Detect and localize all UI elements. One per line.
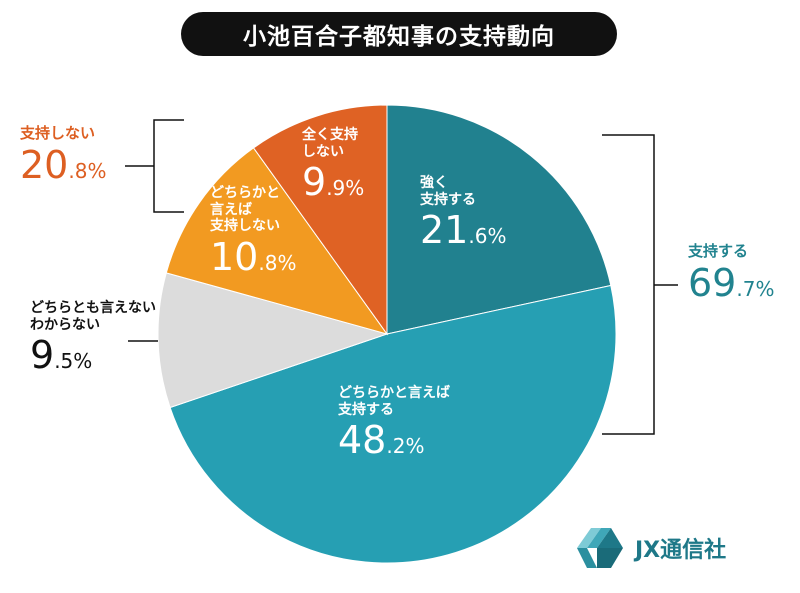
brand-name: JX通信社 [635,538,727,563]
not-support-group-bracket [153,119,184,213]
pie-slice-3 [165,147,389,335]
label-somewhat-not-support: どちらかと 言えば 支持しない 10.8% [210,185,297,279]
pie-slice-2 [157,272,389,409]
label-group-not-support: 支持しない 20.8% [20,124,107,187]
brand-logo: JX通信社 [577,528,726,568]
pie-slice-1 [169,284,617,564]
label-neutral: どちらとも言えない わからない 9.5% [30,300,156,378]
label-group-support: 支持する 69.7% [688,242,775,305]
pie-slice-4 [252,104,388,336]
label-somewhat-support: どちらかと言えば 支持する 48.2% [338,385,450,463]
label-strong-support: 強く 支持する 21.6% [420,175,507,253]
chart-title: 小池百合子都知事の支持動向 [181,12,617,56]
label-not-at-all: 全く支持 しない 9.9% [302,127,365,205]
pie-slice-0 [386,104,612,335]
jx-logo-icon [577,528,623,568]
